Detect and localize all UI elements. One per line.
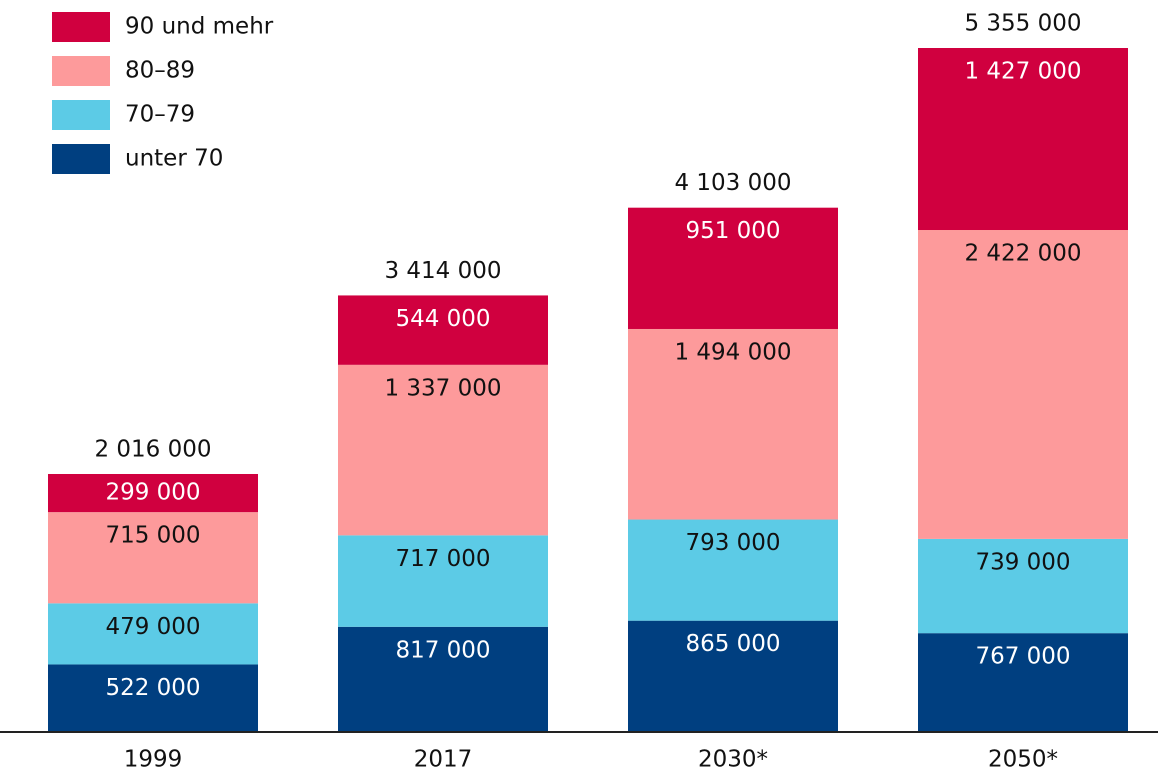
- value-label: 2 422 000: [964, 241, 1081, 267]
- value-label: 739 000: [975, 549, 1070, 575]
- bar-segment: [48, 603, 258, 665]
- bar-segment: [338, 535, 548, 627]
- bar-segment: [628, 519, 838, 621]
- bar-segment: [918, 538, 1128, 634]
- value-label: 479 000: [105, 614, 200, 640]
- bar-segment: [48, 512, 258, 604]
- bar-segment: [918, 633, 1128, 731]
- legend-label: 80–89: [125, 58, 195, 84]
- legend-swatch: [52, 56, 110, 86]
- legend-swatch: [52, 12, 110, 42]
- value-label: 715 000: [105, 523, 200, 549]
- value-label: 522 000: [105, 675, 200, 701]
- value-label: 865 000: [685, 631, 780, 657]
- bar-segment: [918, 48, 1128, 231]
- bar-segment: [338, 626, 548, 731]
- value-label: 544 000: [395, 306, 490, 332]
- value-label: 717 000: [395, 546, 490, 572]
- bar-segment: [338, 295, 548, 365]
- value-label: 1 337 000: [384, 375, 501, 401]
- value-label: 299 000: [105, 480, 200, 506]
- legend-label: 70–79: [125, 102, 195, 128]
- legend-label: 90 und mehr: [125, 14, 274, 40]
- bar-segment: [918, 230, 1128, 539]
- x-tick-label: 2017: [414, 747, 473, 773]
- bar-segment: [48, 473, 258, 513]
- legend-swatch: [52, 144, 110, 174]
- value-label: 793 000: [685, 530, 780, 556]
- total-label: 2 016 000: [94, 436, 211, 462]
- bar-segment: [48, 664, 258, 731]
- total-label: 5 355 000: [964, 11, 1081, 37]
- total-label: 4 103 000: [674, 170, 791, 196]
- bar-segment: [628, 328, 838, 520]
- x-tick-label: 2030*: [698, 747, 768, 773]
- value-label: 1 427 000: [964, 59, 1081, 85]
- bar-segment: [338, 364, 548, 536]
- total-label: 3 414 000: [384, 258, 501, 284]
- value-label: 817 000: [395, 637, 490, 663]
- x-tick-label: 1999: [124, 747, 183, 773]
- x-tick-label: 2050*: [988, 747, 1058, 773]
- bar-segment: [628, 207, 838, 329]
- value-label: 767 000: [975, 644, 1070, 670]
- legend-label: unter 70: [125, 146, 223, 172]
- value-label: 951 000: [685, 218, 780, 244]
- bar-segment: [628, 620, 838, 731]
- legend-swatch: [52, 100, 110, 130]
- value-label: 1 494 000: [674, 339, 791, 365]
